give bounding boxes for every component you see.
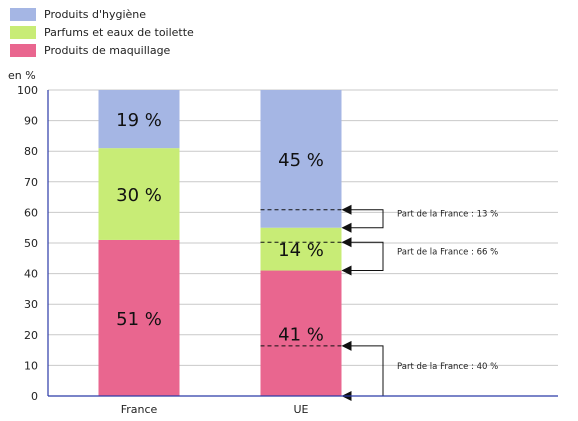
annotation-parfums-et-eaux-de-toilette-arrowhead-bottom — [341, 265, 352, 276]
axes — [47, 90, 558, 397]
legend: Produits d'hygiène Parfums et eaux de toi… — [10, 8, 194, 57]
bar-france-produits-d-hygiene — [98, 90, 180, 149]
annotation-produits-de-maquillage-label: Part de la France : 40 % — [397, 362, 498, 372]
legend-label-parfums-et-eaux-de-toilette: Parfums et eaux de toilette — [44, 26, 194, 39]
legend-swatch-parfums-et-eaux-de-toilette — [10, 26, 36, 39]
annotation-produits-d-hygiene-label: Part de la France : 13 % — [397, 210, 498, 220]
y-tick-label-50: 50 — [24, 237, 38, 250]
bar-ue-parfums-et-eaux-de-toilette — [260, 227, 342, 271]
data-label-france-parfums-et-eaux-de-toilette: 30 % — [116, 185, 162, 206]
y-tick-label-30: 30 — [24, 298, 38, 311]
data-label-france-produits-d-hygiene: 19 % — [116, 110, 162, 131]
annotation-produits-d-hygiene-bracket — [349, 209, 384, 229]
legend-swatch-produits-de-maquillage — [10, 44, 36, 57]
x-tick-label-ue: UE — [293, 403, 308, 416]
y-axis-label: en % — [8, 69, 36, 82]
data-label-france-produits-de-maquillage: 51 % — [116, 309, 162, 330]
annotation-parfums-et-eaux-de-toilette-label: Part de la France : 66 % — [397, 247, 498, 257]
y-tick-label-0: 0 — [31, 390, 38, 403]
annotation-parfums-et-eaux-de-toilette-arrowhead-top — [341, 237, 352, 248]
y-tick-label-80: 80 — [24, 145, 38, 158]
annotation-produits-de-maquillage-bracket — [349, 345, 384, 397]
annotation-produits-de-maquillage-arrowhead-top — [341, 340, 352, 351]
bar-france-parfums-et-eaux-de-toilette — [98, 148, 180, 240]
legend-swatch-produits-d-hygiene — [10, 8, 36, 21]
annotation-parfums-et-eaux-de-toilette-bracket — [349, 241, 384, 272]
x-axis-ticks: France UE — [121, 403, 309, 416]
bars: 51 % 30 % 19 % 41 % 14 % 45 % — [98, 90, 342, 396]
data-label-ue-produits-de-maquillage: 41 % — [278, 324, 324, 345]
data-label-ue-produits-d-hygiene: 45 % — [278, 150, 324, 171]
annotation-produits-d-hygiene-arrowhead-top — [341, 204, 352, 215]
y-tick-label-20: 20 — [24, 329, 38, 342]
legend-label-produits-de-maquillage: Produits de maquillage — [44, 44, 171, 57]
y-tick-label-60: 60 — [24, 206, 38, 219]
bar-ue-produits-de-maquillage — [260, 270, 342, 396]
y-tick-label-100: 100 — [17, 84, 38, 97]
y-axis-ticks: 0 10 20 30 40 50 60 70 80 90 100 — [17, 84, 38, 403]
annotation-produits-d-hygiene-arrowhead-bottom — [341, 222, 352, 233]
bar-france-produits-de-maquillage — [98, 239, 180, 396]
y-tick-label-10: 10 — [24, 359, 38, 372]
data-label-ue-parfums-et-eaux-de-toilette: 14 % — [278, 240, 324, 261]
y-tick-label-70: 70 — [24, 176, 38, 189]
bar-ue-produits-d-hygiene — [260, 90, 342, 228]
legend-label-produits-d-hygiene: Produits d'hygiène — [44, 8, 146, 21]
x-tick-label-france: France — [121, 403, 158, 416]
y-tick-label-40: 40 — [24, 268, 38, 281]
y-tick-label-90: 90 — [24, 115, 38, 128]
